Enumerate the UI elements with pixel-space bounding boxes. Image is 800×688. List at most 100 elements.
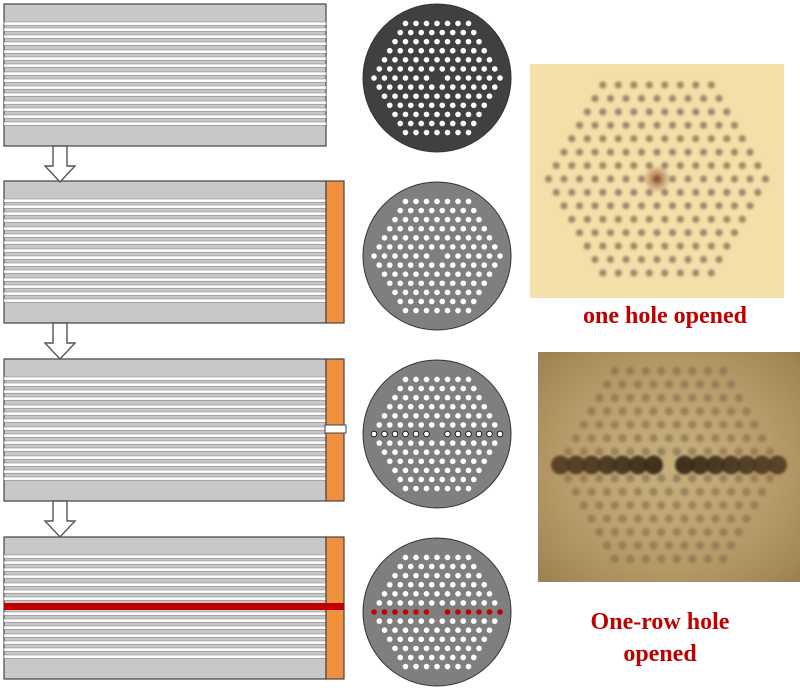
photo-hole: [544, 175, 553, 183]
air-hole: [449, 563, 456, 570]
capillary-line: [3, 63, 327, 68]
air-hole: [407, 403, 414, 410]
air-hole: [449, 403, 456, 410]
capillary-line: [3, 56, 327, 61]
air-hole: [449, 262, 456, 268]
photo-hole: [568, 162, 576, 170]
air-hole: [460, 120, 467, 127]
air-hole: [407, 422, 414, 428]
center-row-hole: [475, 430, 483, 438]
center-row-hole: [381, 253, 388, 259]
air-hole: [465, 93, 472, 99]
air-hole: [397, 298, 404, 305]
photo-hole: [707, 242, 715, 250]
air-hole: [413, 38, 419, 45]
center-row-hole: [371, 253, 377, 259]
air-hole: [470, 207, 477, 214]
photo-hole: [746, 202, 754, 210]
air-hole: [476, 591, 482, 597]
photo-hole: [699, 94, 708, 103]
photo-hole: [723, 242, 731, 250]
photo-hole: [653, 255, 661, 264]
air-hole: [434, 591, 440, 597]
air-hole: [402, 93, 409, 99]
air-hole: [407, 563, 414, 570]
air-hole: [455, 198, 461, 205]
air-hole: [402, 235, 409, 241]
air-hole: [455, 413, 461, 419]
air-hole: [413, 198, 419, 205]
photo-hole: [676, 81, 684, 89]
air-hole: [434, 663, 440, 670]
air-hole: [434, 93, 440, 99]
capillary-line: [3, 107, 327, 112]
air-hole: [434, 289, 440, 296]
air-hole: [397, 422, 404, 428]
photo-hole: [707, 162, 715, 170]
photo-hole: [552, 162, 560, 170]
photo-hole: [661, 242, 669, 250]
air-hole: [465, 627, 472, 633]
air-hole: [481, 84, 488, 90]
air-hole: [439, 403, 446, 410]
capillary-line: [3, 560, 327, 565]
air-hole: [423, 645, 430, 652]
center-row-hole: [486, 253, 493, 259]
air-hole: [423, 111, 430, 118]
air-hole: [428, 403, 435, 410]
air-hole: [428, 207, 435, 214]
air-hole: [455, 289, 461, 296]
capillary-line: [3, 211, 327, 216]
capillary-line: [3, 589, 327, 594]
photo-hole: [684, 94, 692, 103]
air-hole: [449, 422, 456, 428]
photo-hole: [583, 188, 591, 196]
air-hole: [413, 216, 419, 223]
air-hole: [434, 449, 440, 455]
air-hole: [470, 47, 477, 54]
photo-hole: [560, 202, 568, 210]
air-hole: [386, 618, 393, 624]
air-hole: [423, 235, 430, 241]
air-hole: [386, 262, 393, 268]
air-hole: [465, 129, 472, 136]
air-hole: [465, 413, 472, 419]
photo-hole: [707, 108, 715, 116]
air-hole: [402, 467, 409, 474]
photo-hole: [630, 162, 638, 170]
air-hole: [402, 394, 409, 401]
air-hole: [418, 403, 425, 410]
air-hole: [428, 476, 435, 483]
photo-hole: [614, 135, 622, 143]
air-hole: [418, 618, 425, 624]
air-hole: [407, 581, 414, 588]
air-hole: [428, 654, 435, 661]
center-row-hole: [455, 75, 461, 81]
air-hole: [481, 618, 488, 624]
photo-hole: [668, 229, 677, 237]
photo-hole: [568, 188, 576, 196]
photo-hole: [614, 188, 622, 196]
photo-hole: [676, 135, 684, 143]
fiber-cross-section: [362, 537, 512, 687]
capillary-line: [3, 277, 327, 282]
cross-sections: [362, 3, 512, 687]
photo-hole: [715, 94, 723, 103]
photo-hole: [575, 121, 584, 129]
photo-hole: [746, 148, 754, 156]
air-hole: [460, 66, 467, 72]
center-row-hole: [465, 609, 472, 615]
air-hole: [444, 449, 451, 455]
air-hole: [423, 93, 430, 99]
air-hole: [397, 600, 404, 606]
fiber-panel-4: [3, 536, 345, 680]
air-hole: [402, 627, 409, 633]
air-hole: [486, 449, 493, 455]
air-hole: [397, 262, 404, 268]
capillary-line: [3, 554, 327, 559]
center-row-hole: [444, 609, 451, 615]
photo-hole: [746, 175, 754, 183]
air-hole: [460, 298, 467, 305]
photo-hole: [707, 81, 715, 89]
air-hole: [418, 102, 425, 109]
